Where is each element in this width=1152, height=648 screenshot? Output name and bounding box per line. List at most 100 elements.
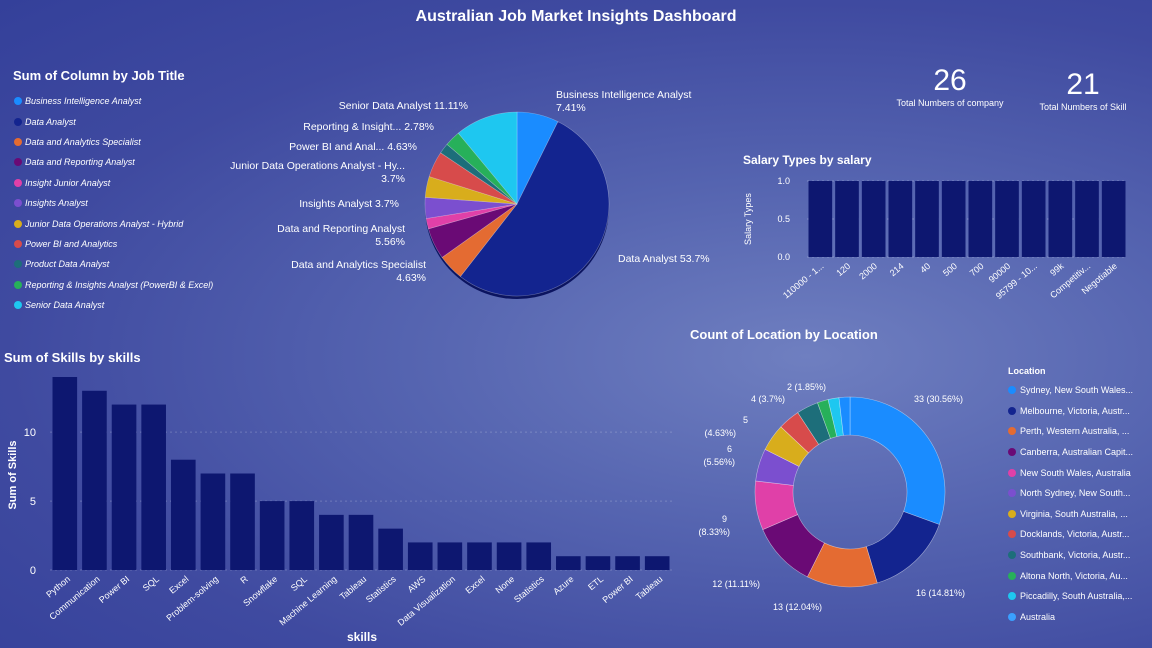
location-legend-item[interactable]: Virginia, South Australia, ... xyxy=(1008,504,1148,525)
skills-bar-excel[interactable] xyxy=(170,459,196,570)
legend-dot-icon xyxy=(1008,468,1016,477)
pie-slice-data-analyst[interactable] xyxy=(459,121,610,297)
skills-x-tick: ETL xyxy=(586,574,605,592)
location-legend-item[interactable]: Piccadilly, South Australia,... xyxy=(1008,586,1148,607)
skills-bar-communication[interactable] xyxy=(82,390,107,570)
pie-slice-data-and-reporting-analyst[interactable] xyxy=(428,203,518,258)
legend-label: Senior Data Analyst xyxy=(25,300,105,311)
location-legend-item[interactable]: Perth, Western Australia, ... xyxy=(1008,421,1148,442)
salary-bar[interactable] xyxy=(861,181,886,257)
donut-label-pct: (8.33%) xyxy=(698,527,730,537)
skills-bar-r[interactable] xyxy=(230,473,255,571)
legend-item-insight-junior-analyst[interactable]: Insight Junior Analyst xyxy=(14,173,213,193)
salary-bar[interactable] xyxy=(1075,181,1099,257)
legend-item-data-and-reporting-analyst[interactable]: Data and Reporting Analyst xyxy=(14,152,213,172)
salary-x-tick: 40 xyxy=(918,261,932,275)
location-legend-item[interactable]: Sydney, New South Wales... xyxy=(1008,380,1148,401)
skills-bar-sql[interactable] xyxy=(289,501,315,570)
skills-bar-none[interactable] xyxy=(496,542,522,570)
skills-x-tick: AWS xyxy=(406,574,428,595)
pie-slice-senior-data-analyst[interactable] xyxy=(457,111,518,205)
salary-bar[interactable] xyxy=(915,181,939,257)
donut-slice[interactable] xyxy=(865,511,940,584)
pie-slice-power-bi-and-analytics[interactable] xyxy=(428,152,518,205)
skills-bar-azure[interactable] xyxy=(556,556,581,570)
legend-dot-icon xyxy=(1008,448,1016,457)
skills-bar-machine-learning[interactable] xyxy=(319,514,344,570)
donut-label: 12 (11.11%) xyxy=(712,579,760,589)
skills-bar-snowflake[interactable] xyxy=(259,501,285,570)
legend-label: Product Data Analyst xyxy=(25,259,110,270)
donut-slice[interactable] xyxy=(838,396,851,436)
salary-bar[interactable] xyxy=(968,181,993,257)
pie-slice-insights-analyst[interactable] xyxy=(424,197,518,219)
skills-bar-tableau[interactable] xyxy=(644,556,670,570)
skills-bar-statistics[interactable] xyxy=(378,528,403,570)
donut-slice[interactable] xyxy=(849,396,946,525)
location-legend-item[interactable]: Melbourne, Victoria, Austr... xyxy=(1008,401,1148,422)
location-legend-item[interactable]: Docklands, Victoria, Austr... xyxy=(1008,524,1148,545)
skills-bar-excel[interactable] xyxy=(467,542,492,570)
legend-dot-icon xyxy=(14,219,22,228)
pie-label: Reporting & Insight... 2.78% xyxy=(303,121,434,133)
salary-bar[interactable] xyxy=(1101,181,1126,257)
pie-slice-junior-data-operations-analyst-hybrid[interactable] xyxy=(424,176,518,205)
salary-bar[interactable] xyxy=(1021,181,1046,257)
salary-y-axis-label: Salary Types xyxy=(743,193,753,245)
salary-bar[interactable] xyxy=(941,181,966,257)
legend-item-insights-analyst[interactable]: Insights Analyst xyxy=(14,193,213,213)
salary-bar[interactable] xyxy=(835,181,859,257)
pie-label: Insights Analyst 3.7% xyxy=(299,198,399,210)
salary-bar[interactable] xyxy=(1048,181,1073,257)
location-legend-title: Location xyxy=(1008,366,1046,376)
skills-x-tick: None xyxy=(493,574,516,595)
location-legend-item[interactable]: Canberra, Australian Capit... xyxy=(1008,442,1148,463)
skills-bar-power-bi[interactable] xyxy=(111,404,137,570)
pie-label-pct: 4.63% xyxy=(396,272,426,284)
salary-bar[interactable] xyxy=(888,181,913,257)
legend-item-data-and-analytics-specialist[interactable]: Data and Analytics Specialist xyxy=(14,132,213,152)
skills-x-tick: Problem-solving xyxy=(164,574,220,623)
location-legend-item[interactable]: Australia xyxy=(1008,607,1148,628)
legend-item-junior-data-operations-analyst-hybrid[interactable]: Junior Data Operations Analyst - Hybrid xyxy=(14,213,213,233)
legend-item-senior-data-analyst[interactable]: Senior Data Analyst xyxy=(14,295,213,315)
pie-slice-insight-junior-analyst[interactable] xyxy=(425,203,518,230)
location-legend-item[interactable]: North Sydney, New South... xyxy=(1008,483,1148,504)
legend-dot-icon xyxy=(14,301,22,310)
job-title-chart-title: Sum of Column by Job Title xyxy=(13,68,185,83)
location-legend-item[interactable]: Altona North, Victoria, Au... xyxy=(1008,565,1148,586)
legend-item-data-analyst[interactable]: Data Analyst xyxy=(14,111,213,131)
location-legend-label: Docklands, Victoria, Austr... xyxy=(1020,529,1130,540)
skills-bar-power-bi[interactable] xyxy=(615,556,640,570)
skills-bar-aws[interactable] xyxy=(407,542,433,570)
skills-bar-problem-solving[interactable] xyxy=(200,473,226,571)
legend-item-reporting-insights-analyst-powerbi-excel[interactable]: Reporting & Insights Analyst (PowerBI & … xyxy=(14,275,213,295)
location-legend-label: Altona North, Victoria, Au... xyxy=(1020,570,1128,581)
skills-bar-python[interactable] xyxy=(52,377,78,570)
legend-item-product-data-analyst[interactable]: Product Data Analyst xyxy=(14,254,213,274)
legend-item-power-bi-and-analytics[interactable]: Power BI and Analytics xyxy=(14,234,213,254)
location-legend-label: New South Wales, Australia xyxy=(1020,467,1131,478)
skills-chart-title: Sum of Skills by skills xyxy=(4,350,141,365)
skills-bar-sql[interactable] xyxy=(141,404,166,570)
location-legend-label: Virginia, South Australia, ... xyxy=(1020,508,1128,519)
salary-bar[interactable] xyxy=(995,181,1019,257)
skills-bar-etl[interactable] xyxy=(585,556,611,570)
location-legend-item[interactable]: New South Wales, Australia xyxy=(1008,462,1148,483)
pie-label: Data Analyst 53.7% xyxy=(618,253,710,265)
salary-bar[interactable] xyxy=(808,181,833,257)
legend-dot-icon xyxy=(1008,509,1016,518)
legend-dot-icon xyxy=(14,97,22,106)
skills-bar-statistics[interactable] xyxy=(526,542,552,570)
pie-slice-reporting-insights-analyst-powerbi-excel[interactable] xyxy=(446,132,518,205)
legend-dot-icon xyxy=(1008,571,1016,580)
pie-slice-data-and-analytics-specialist[interactable] xyxy=(441,203,518,277)
skills-bar-data-visualization[interactable] xyxy=(437,542,463,570)
pie-slice-business-intelligence-analyst[interactable] xyxy=(516,111,559,205)
pie-slice-product-data-analyst[interactable] xyxy=(440,143,518,205)
legend-dot-icon xyxy=(1008,530,1016,539)
legend-item-business-intelligence-analyst[interactable]: Business Intelligence Analyst xyxy=(14,91,213,111)
donut-label-pct: (5.56%) xyxy=(703,457,735,467)
location-legend-item[interactable]: Southbank, Victoria, Austr... xyxy=(1008,545,1148,566)
skills-bar-tableau[interactable] xyxy=(348,514,374,570)
